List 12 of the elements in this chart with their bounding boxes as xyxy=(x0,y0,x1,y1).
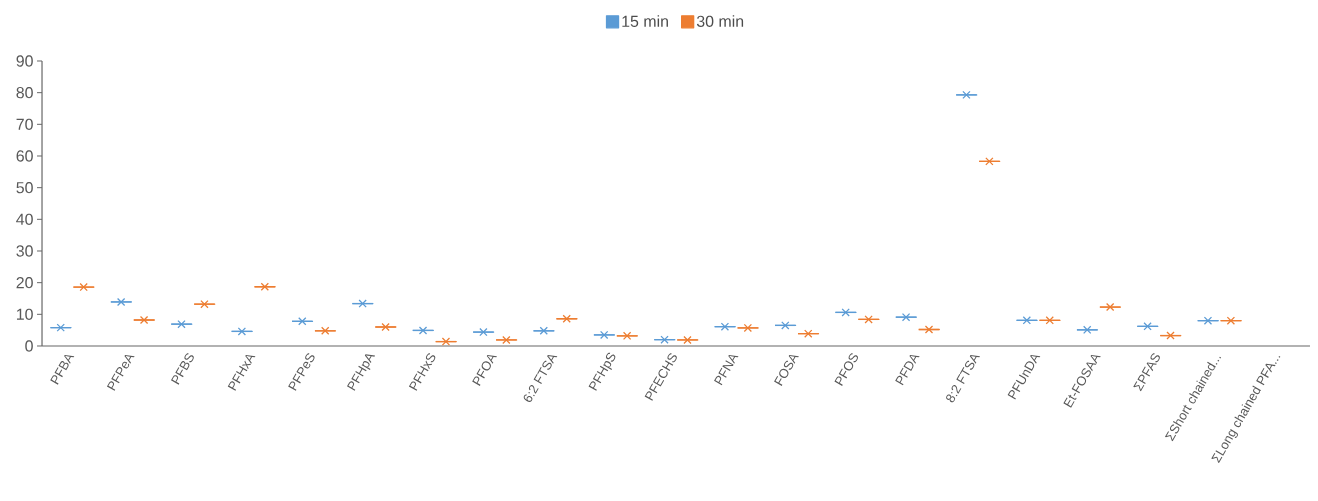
legend-label: 15 min xyxy=(622,15,668,27)
y-tick-label: 20 xyxy=(16,277,33,289)
y-tick-label: 90 xyxy=(16,55,33,67)
y-tick-label: 30 xyxy=(16,245,33,257)
y-tick-label: 40 xyxy=(16,213,33,225)
y-tick-label: 0 xyxy=(25,340,33,352)
y-tick-label: 10 xyxy=(16,308,33,320)
legend-label: 30 min xyxy=(696,15,744,27)
y-tick-label: 50 xyxy=(16,182,33,194)
y-tick-label: 60 xyxy=(16,150,33,162)
y-tick-label: 80 xyxy=(16,87,33,99)
y-tick-label: 70 xyxy=(16,118,33,130)
